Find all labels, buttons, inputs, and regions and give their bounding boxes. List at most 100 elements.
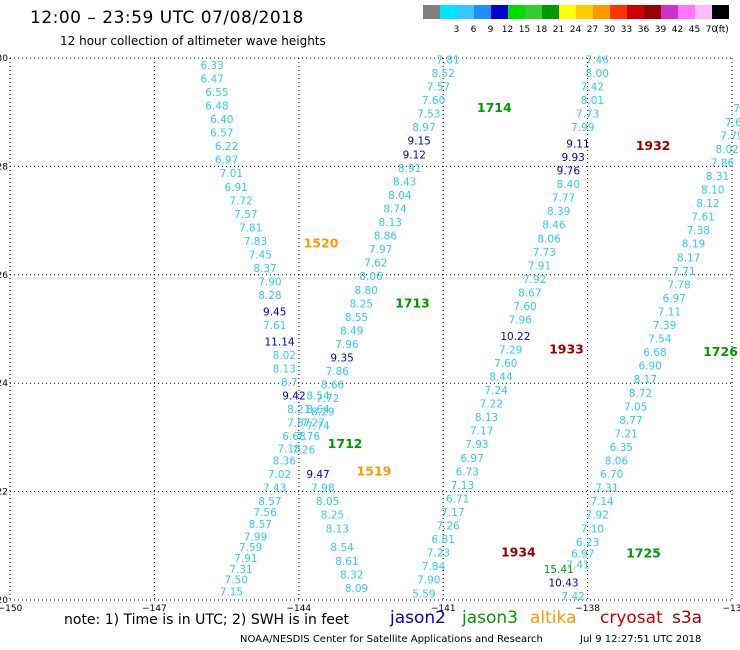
wave-height-value: 7.27 — [302, 418, 325, 430]
wave-height-value: 7.26 — [436, 521, 460, 533]
pass-time-label: 1932 — [636, 138, 671, 153]
wave-height-value: 8.44 — [489, 371, 513, 383]
wave-height-value: 8.61 — [335, 556, 358, 568]
legend-label: 45 — [688, 25, 701, 35]
wave-height-value: 7.79 — [720, 130, 740, 142]
satellite-name: altika — [530, 608, 577, 628]
wave-height-value: 8.77 — [619, 415, 642, 427]
legend-label: 70 — [705, 25, 718, 35]
legend-label: 12 — [501, 25, 514, 35]
wave-height-value: 7.96 — [335, 339, 359, 351]
y-tick-label: 24 — [0, 379, 8, 389]
wave-height-values: 6.336.476.556.486.406.576.226.977.016.91… — [200, 54, 740, 603]
wave-height-value: 7.61 — [263, 320, 286, 332]
wave-height-value: 7.87 — [287, 418, 310, 430]
wave-height-value: 7.71 — [672, 266, 695, 278]
wave-height-value: 9.76 — [557, 166, 581, 178]
wave-height-value: 7.83 — [244, 236, 267, 248]
wave-height-value: 7.92 — [586, 510, 609, 522]
wave-height-value: 6.68 — [282, 431, 305, 443]
legend-label: 9 — [487, 25, 494, 35]
legend-swatch — [712, 5, 729, 19]
x-tick-label: −13 — [723, 604, 740, 614]
wave-height-value: 8.67 — [518, 287, 541, 299]
wave-height-value: 7.56 — [253, 507, 277, 519]
y-tick-label: 28 — [0, 162, 8, 172]
wave-height-value: 9.35 — [330, 353, 353, 365]
wave-height-value: 8.25 — [350, 298, 373, 310]
wave-height-value: 7.29 — [499, 344, 522, 356]
wave-height-value: 8.17 — [634, 374, 657, 386]
wave-height-value: 8.55 — [345, 312, 368, 324]
footer-note: note: 1) Time is in UTC; 2) SWH is in fe… — [64, 612, 350, 628]
wave-height-value: 7.72 — [229, 195, 252, 207]
wave-height-value: 7.24 — [484, 385, 508, 397]
wave-height-value: 6.90 — [638, 361, 661, 373]
wave-height-value: 7.91 — [234, 553, 257, 565]
wave-height-value: 7.43 — [263, 483, 286, 495]
legend-swatch — [644, 5, 661, 19]
legend-swatch — [457, 5, 474, 19]
wave-height-value: 7.97 — [369, 244, 392, 256]
wave-height-value: 8.37 — [253, 263, 276, 275]
pass-time-labels: 1520 1519 1714 1713 1712 1932 1933 1934 1726 1725 — [304, 100, 739, 561]
wave-height-value: 7.05 — [624, 401, 647, 413]
wave-height-value: 8.00 — [586, 68, 609, 80]
x-tick-label: −147 — [142, 604, 167, 614]
wave-height-value: 6.97 — [571, 549, 594, 561]
wave-height-value: 8.17 — [677, 252, 700, 264]
wave-height-value: 7.74 — [306, 420, 330, 432]
legend-swatch — [610, 5, 627, 19]
pass-time-label: 1726 — [703, 344, 738, 359]
wave-height-value: 7.60 — [422, 95, 445, 107]
wave-height-value: 8.31 — [706, 171, 729, 183]
y-tick-label: 26 — [0, 271, 8, 281]
wave-height-value: 8.19 — [682, 239, 705, 251]
wave-height-value: 7.42 — [581, 82, 604, 94]
satellite-name: jason3 — [462, 608, 518, 628]
legend-label: 30 — [603, 25, 616, 35]
wave-height-value: 6.91 — [225, 182, 248, 194]
wave-height-value: 6.35 — [610, 442, 633, 454]
wave-height-value: 7.45 — [249, 250, 272, 262]
wave-height-value: 8.46 — [542, 220, 566, 232]
wave-height-value: 7.57 — [427, 82, 450, 94]
wave-height-value: 7.15 — [220, 587, 243, 599]
wave-height-value: 7.78 — [667, 279, 690, 291]
credit-text: NOAA/NESDIS Center for Satellite Applica… — [240, 634, 543, 645]
legend-swatch — [423, 5, 440, 19]
wave-height-value: 6.22 — [215, 141, 238, 153]
wave-height-value: 6.73 — [456, 466, 479, 478]
legend-swatch — [576, 5, 593, 19]
wave-height-value: 8.80 — [354, 285, 377, 297]
wave-height-value: 7.90 — [417, 575, 440, 587]
wave-height-value: 7.23 — [427, 548, 450, 560]
legend-unit: (ft) — [715, 25, 729, 35]
wave-height-value: 7.62 — [364, 258, 387, 270]
wave-height-value: 8.36 — [273, 456, 297, 468]
legend-label: 3 — [453, 25, 460, 35]
wave-height-value: 6.33 — [200, 60, 223, 72]
wave-height-value: 8.54 — [330, 542, 354, 554]
legend-label: 6 — [470, 25, 477, 35]
pass-time-label: 1714 — [477, 100, 512, 115]
wave-height-value: 7.10 — [581, 523, 604, 535]
wave-height-value: 8.06 — [605, 456, 629, 468]
wave-height-value: 6.68 — [643, 347, 666, 359]
y-tick-label: 30 — [0, 54, 8, 64]
wave-height-value: 8.13 — [273, 363, 296, 375]
wave-height-value: 7.57 — [234, 209, 257, 221]
wave-height-value: 7.38 — [687, 225, 710, 237]
legend-label: 24 — [569, 25, 582, 35]
wave-height-value: 7.60 — [494, 358, 517, 370]
wave-height-value: 7.17 — [470, 426, 493, 438]
wave-height-value: 7.11 — [658, 306, 681, 318]
wave-height-value: 7.98 — [311, 483, 334, 495]
wave-height-value: 7.41 — [566, 560, 589, 572]
wave-height-value: 8.54 — [306, 390, 330, 402]
legend-label: 15 — [518, 25, 531, 35]
wave-height-value: 6.47 — [200, 73, 223, 85]
chart-title: 12:00 – 23:59 UTC 07/08/2018 — [30, 8, 304, 28]
wave-height-value: 7.81 — [239, 222, 262, 234]
wave-height-value: 6.71 — [446, 493, 469, 505]
